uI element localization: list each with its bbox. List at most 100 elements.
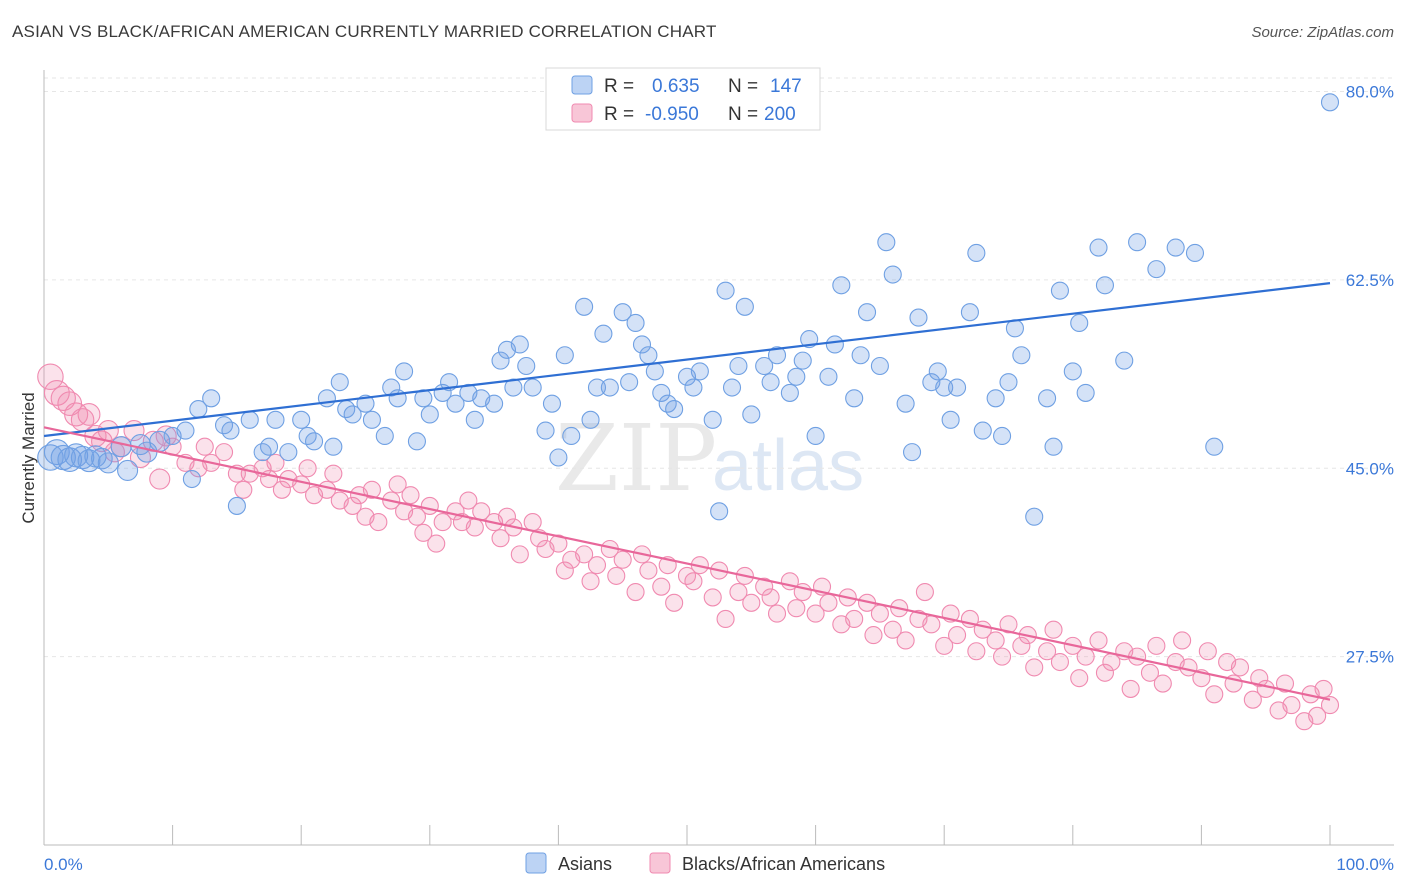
black-point	[459, 491, 478, 510]
black-point	[581, 572, 600, 591]
asian-point	[465, 410, 484, 429]
black-point	[1230, 658, 1250, 677]
asian-point	[690, 362, 709, 381]
asian-point	[343, 405, 362, 424]
asian-point	[909, 308, 928, 327]
asian-point	[575, 297, 594, 316]
y-tick-label: 27.5%	[1346, 648, 1394, 667]
black-point	[214, 443, 234, 462]
black-point	[864, 626, 883, 645]
asian-point	[877, 233, 896, 252]
asian-point	[324, 437, 343, 456]
asian-point	[176, 421, 195, 440]
asian-point	[594, 324, 613, 343]
x-tick-label-start: 0.0%	[44, 855, 83, 874]
asian-point	[645, 362, 664, 381]
black-trend-line	[43, 426, 1331, 701]
black-point	[1256, 679, 1275, 698]
black-point	[1012, 636, 1031, 655]
black-point	[1050, 652, 1069, 672]
black-point	[37, 363, 64, 391]
black-point	[1320, 696, 1340, 715]
asian-point	[536, 421, 555, 440]
asian-point	[793, 351, 812, 370]
black-point	[845, 609, 864, 629]
y-axis-title: Currently Married	[19, 392, 38, 523]
asian-point	[240, 410, 259, 429]
black-point	[652, 577, 671, 596]
asian-point	[1115, 351, 1134, 370]
black-point	[1140, 663, 1160, 682]
asian-point	[613, 303, 632, 322]
asian-point	[960, 303, 979, 322]
asian-point	[1128, 233, 1147, 252]
black-point	[1095, 663, 1114, 682]
asian-point	[1025, 507, 1044, 526]
asian-point	[227, 496, 246, 515]
legend-r-value-asians: 0.635	[652, 76, 700, 97]
black-point	[77, 402, 101, 426]
asian-point	[549, 448, 568, 467]
black-point	[1173, 631, 1192, 650]
asian-point	[485, 394, 504, 413]
asian-point	[620, 373, 639, 392]
black-point	[420, 496, 439, 515]
asian-point	[684, 378, 703, 397]
black-point	[986, 631, 1005, 650]
black-point	[755, 577, 774, 596]
asian-point	[800, 330, 819, 349]
asian-point	[703, 410, 722, 429]
asian-point	[780, 383, 799, 402]
legend-r-label-blacks: R =	[604, 104, 634, 125]
black-point	[684, 572, 703, 591]
asian-point	[1095, 276, 1114, 295]
asian-point	[722, 378, 742, 397]
y-tick-label: 45.0%	[1346, 459, 1394, 478]
legend-swatch-blacks	[571, 103, 593, 123]
black-point	[433, 513, 452, 532]
asian-point	[182, 469, 201, 489]
asian-point	[1076, 383, 1095, 402]
asian-point	[259, 437, 279, 456]
source-label: Source: ZipAtlas.com	[1251, 24, 1394, 41]
y-tick-labels: 27.5% 45.0% 62.5% 80.0%	[1346, 83, 1394, 667]
black-point	[729, 582, 748, 602]
asian-point	[542, 394, 562, 413]
y-tick-label: 80.0%	[1346, 83, 1394, 102]
black-point	[97, 420, 119, 442]
legend-n-label-blacks: N =	[728, 104, 758, 125]
black-point	[1205, 685, 1224, 704]
asian-point	[504, 378, 523, 397]
asian-point	[883, 265, 902, 284]
asian-point	[1044, 437, 1063, 456]
asian-point	[742, 405, 761, 424]
black-point	[922, 615, 941, 634]
black-point	[665, 593, 684, 612]
asian-point	[375, 426, 394, 446]
asian-trend-line	[43, 282, 1331, 438]
black-point	[298, 459, 317, 478]
black-point	[1198, 642, 1217, 661]
asian-point	[973, 421, 992, 440]
asian-point	[999, 373, 1018, 392]
black-point	[587, 556, 607, 575]
black-point	[1250, 669, 1269, 688]
black-point	[1147, 636, 1166, 655]
asian-point	[395, 362, 414, 381]
asian-point	[787, 367, 806, 386]
black-point	[324, 464, 343, 483]
legend-n-label-asians: N =	[728, 76, 758, 97]
asian-point	[97, 452, 119, 474]
asian-point	[1089, 238, 1108, 257]
legend-r-label-asians: R =	[604, 76, 634, 97]
black-point	[1025, 658, 1044, 677]
watermark-zip: ZIP	[555, 405, 717, 512]
black-point	[1044, 620, 1063, 639]
black-point	[149, 468, 171, 490]
black-point	[401, 486, 420, 505]
asian-point	[1063, 362, 1082, 381]
black-point	[195, 437, 214, 456]
axes	[43, 70, 1394, 846]
asian-point	[1012, 346, 1031, 365]
asian-point	[857, 303, 877, 322]
